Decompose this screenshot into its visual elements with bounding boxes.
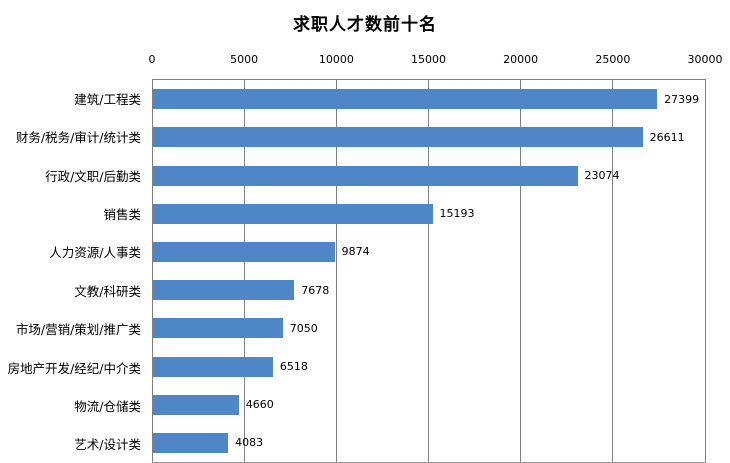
category-label: 市场/营销/策划/推广类 [15,322,141,338]
bar-row: 23074 [153,156,705,194]
gridline [335,80,337,462]
x-tick-label: 0 [148,53,156,66]
bar-value-label: 23074 [584,169,620,182]
x-tick-label: 20000 [503,53,539,66]
gridline [243,80,245,462]
gridline [612,80,613,462]
plot-area: 27399 26611 23074 15193 9874 7678 7050 6518 4660… [152,79,706,463]
bar [153,280,295,301]
x-tick-label: 5000 [230,53,259,66]
x-tick-label: 25000 [595,53,631,66]
x-tick-label: 15000 [411,53,446,66]
bar-row: 4660 [153,386,705,424]
bar [153,203,433,224]
category-label: 人力资源/人事类 [49,245,141,261]
bar-value-label: 7678 [301,283,330,297]
bar-row: 4083 [153,424,705,462]
bar-row: 26611 [153,118,705,156]
bar [153,89,658,110]
bar-value-label: 26611 [649,130,685,144]
x-tick-label: 10000 [318,53,354,66]
bar [153,127,643,148]
bar-value-label: 4660 [245,398,274,412]
chart-title: 求职人才数前十名 [293,15,437,35]
y-axis-labels: 建筑/工程类财务/税务/审计/统计类行政/文职/后勤类销售类人力资源/人事类文教… [0,79,146,463]
bar-value-label: 6518 [279,360,308,374]
bar-row: 7050 [153,309,705,347]
bar-value-label: 15193 [439,207,475,221]
category-label: 行政/文职/后勤类 [45,168,141,184]
bar-row: 7678 [153,271,705,309]
x-axis: 0 5000 10000 15000 20000 25000 30000 [148,53,723,68]
category-label: 房地产开发/经纪/中介类 [7,360,141,376]
bar-row: 9874 [153,233,705,271]
gridline [428,80,429,462]
bar-value-label: 4083 [235,436,264,450]
gridline [519,80,521,462]
category-label: 艺术/设计类 [74,437,141,453]
bar-row: 15193 [153,195,705,233]
bar [153,432,229,453]
bar [153,356,273,377]
bar-row: 6518 [153,347,705,385]
category-label: 财务/税务/审计/统计类 [15,130,141,146]
bar-value-label: 9874 [341,245,370,259]
bar-row: 27399 [153,80,705,118]
category-label: 文教/科研类 [74,283,141,299]
bar-value-label: 7050 [289,321,318,335]
bar [153,165,578,186]
category-label: 物流/仓储类 [74,398,141,414]
bar [153,394,239,415]
bar-value-label: 27399 [664,92,700,106]
category-label: 销售类 [103,206,141,222]
bar [153,318,283,339]
x-tick-label: 30000 [687,53,723,66]
bar-rows: 27399 26611 23074 15193 9874 7678 7050 6518 4660… [153,80,705,462]
bar [153,241,335,262]
category-label: 建筑/工程类 [74,91,141,107]
